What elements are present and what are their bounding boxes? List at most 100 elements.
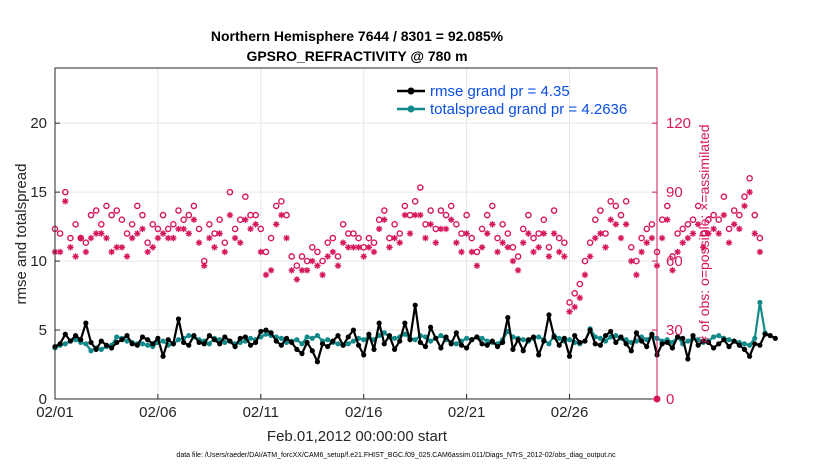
totalspread-point — [263, 331, 269, 337]
assimilated-obs-point — [540, 230, 548, 237]
totalspread-point — [402, 331, 408, 337]
rmse-point — [438, 345, 444, 351]
assimilated-obs-point — [108, 248, 115, 256]
totalspread-point — [345, 341, 351, 347]
rmse-point — [767, 332, 773, 339]
totalspread-point — [304, 334, 310, 340]
totalspread-point — [752, 335, 758, 341]
totalspread-point — [145, 342, 151, 348]
rmse-point — [458, 342, 465, 348]
totalspread-point — [247, 335, 254, 341]
assimilated-obs-point — [77, 234, 84, 242]
assimilated-obs-point — [509, 257, 517, 265]
assimilated-obs-point — [689, 230, 697, 237]
assimilated-obs-point — [159, 230, 167, 237]
rmse-point — [572, 332, 578, 339]
rmse-point — [474, 334, 480, 340]
possible-obs-point — [411, 198, 419, 205]
possible-obs-point — [87, 211, 95, 219]
totalspread-point — [716, 332, 722, 339]
assimilated-obs-point — [633, 271, 640, 279]
assimilated-obs-point — [648, 234, 656, 242]
rmse-point — [196, 339, 202, 346]
assimilated-obs-point — [463, 230, 470, 237]
rmse-point — [479, 341, 485, 347]
rmse-point — [721, 337, 727, 343]
rmse-point — [83, 320, 89, 326]
totalspread-point — [685, 338, 691, 344]
assimilated-obs-point — [715, 230, 722, 237]
rmse-point — [268, 330, 274, 336]
assimilated-obs-point — [473, 262, 481, 269]
possible-obs-point — [82, 239, 90, 246]
rmse-point — [253, 339, 259, 346]
assimilated-obs-point — [401, 211, 409, 219]
possible-obs-point — [453, 221, 460, 228]
totalspread-point — [325, 337, 331, 343]
rmse-point — [98, 338, 104, 344]
assimilated-obs-point — [113, 244, 120, 251]
y-axis-right-label: # of obs: o=possible; ×=assimilated — [696, 124, 712, 343]
rmse-point — [145, 337, 151, 343]
assimilated-obs-point — [303, 267, 311, 274]
totalspread-point — [83, 341, 89, 347]
assimilated-obs-point — [432, 239, 439, 246]
possible-obs-point — [324, 239, 332, 246]
rmse-point — [124, 332, 130, 339]
totalspread-point — [412, 337, 418, 343]
assimilated-obs-point — [103, 234, 110, 242]
possible-obs-point — [499, 221, 506, 228]
assimilated-obs-point — [669, 267, 676, 274]
totalspread-point — [361, 337, 367, 343]
y-right-tick-label: 60 — [666, 253, 683, 270]
rmse-point — [633, 330, 640, 336]
rmse-point — [175, 316, 182, 322]
possible-obs-point — [463, 211, 470, 219]
possible-obs-point — [396, 230, 404, 237]
assimilated-obs-point — [164, 234, 172, 242]
possible-obs-point — [195, 225, 203, 233]
rmse-point — [716, 341, 722, 347]
rmse-point — [242, 334, 248, 340]
rmse-point — [700, 338, 706, 344]
possible-obs-point — [710, 211, 717, 219]
x-tick-label: 02/11 — [243, 404, 279, 421]
assimilated-obs-point — [262, 271, 270, 279]
possible-obs-point — [298, 253, 306, 260]
possible-obs-point — [293, 262, 301, 269]
rmse-point — [217, 341, 223, 347]
rmse-point — [428, 324, 434, 330]
possible-obs-point — [519, 225, 527, 233]
rmse-point — [752, 341, 758, 347]
rmse-point — [386, 332, 393, 339]
assimilated-obs-point — [741, 202, 748, 210]
rmse-point — [181, 339, 187, 346]
rmse-point — [139, 334, 146, 340]
rmse-point — [294, 346, 300, 352]
assimilated-obs-point — [139, 225, 146, 233]
rmse-point — [602, 332, 609, 339]
rmse-point — [669, 345, 676, 351]
totalspread-point — [597, 335, 604, 341]
possible-obs-point — [72, 221, 79, 228]
rmse-point — [355, 342, 362, 348]
chart-title-line1: Northern Hemisphere 7644 / 8301 = 92.085… — [211, 28, 504, 44]
assimilated-obs-point — [720, 211, 728, 219]
rmse-point — [304, 339, 310, 346]
assimilated-obs-point — [339, 239, 347, 246]
possible-obs-point — [257, 225, 265, 233]
rmse-point — [134, 342, 140, 348]
assimilated-obs-point — [350, 244, 357, 251]
assimilated-obs-point — [386, 244, 393, 251]
possible-obs-point — [206, 221, 213, 228]
y-left-tick-label: 20 — [30, 115, 47, 132]
rmse-point — [685, 356, 691, 362]
rmse-point — [469, 337, 475, 343]
assimilated-obs-point — [684, 234, 692, 242]
assimilated-obs-point — [561, 253, 568, 260]
rmse-point — [546, 312, 552, 318]
rmse-point — [62, 331, 68, 337]
x-tick-label: 02/06 — [139, 404, 177, 421]
totalspread-point — [726, 337, 732, 343]
rmse-point — [314, 359, 321, 365]
